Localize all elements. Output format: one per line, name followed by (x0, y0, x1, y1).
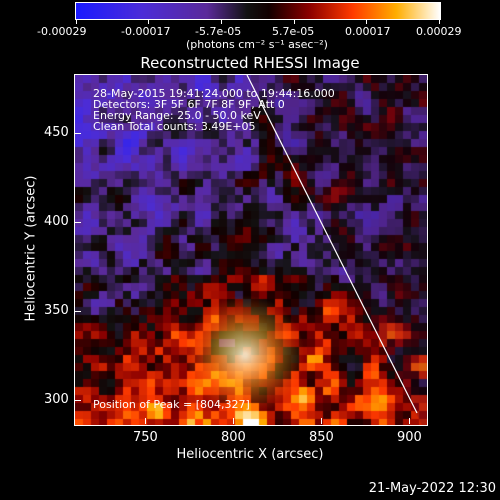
x-axis-label: Heliocentric X (arcsec) (176, 447, 324, 462)
y-axis-label: Heliocentric Y (arcsec) (23, 175, 39, 322)
colorbar-tick-label: 0.00029 (416, 25, 462, 38)
timestamp: 21-May-2022 12:30 (368, 481, 496, 496)
heatmap-image (75, 75, 427, 425)
plot-title: Reconstructed RHESSI Image (140, 54, 360, 72)
colorbar-tick-label: 5.7e-05 (272, 25, 315, 38)
colorbar-tick-label: -5.7e-05 (195, 25, 242, 38)
annotation-energy-range: Energy Range: 25.0 - 50.0 keV (93, 109, 261, 122)
limb-line (246, 75, 418, 414)
colorbar-units: (photons cm⁻² s⁻¹ asec⁻²) (186, 38, 328, 51)
annotation-detectors: Detectors: 3F 5F 6F 7F 8F 9F, Att 0 (93, 98, 285, 111)
colorbar-tick-label: -0.00017 (121, 25, 171, 38)
colorbar-tick-label: 0.00017 (345, 25, 391, 38)
x-tick-label: 750 (133, 430, 158, 445)
x-tick-label: 800 (221, 430, 246, 445)
colorbar (75, 2, 441, 20)
x-tick-label: 900 (397, 430, 422, 445)
y-tick-label: 300 (44, 392, 69, 407)
y-tick-label: 450 (44, 125, 69, 140)
annotation-time-range: 28-May-2015 19:41:24.000 to 19:44:16.000 (93, 87, 335, 100)
annotation-clean-counts: Clean Total counts: 3.49E+05 (93, 120, 256, 133)
y-tick-label: 350 (44, 303, 69, 318)
image-plot-area: 28-May-2015 19:41:24.000 to 19:44:16.000… (74, 74, 428, 426)
y-tick-label: 400 (44, 214, 69, 229)
colorbar-tick-label: -0.00029 (37, 25, 87, 38)
annotation-peak-position: Position of Peak = [804,327] (93, 398, 250, 411)
x-tick-label: 850 (309, 430, 334, 445)
